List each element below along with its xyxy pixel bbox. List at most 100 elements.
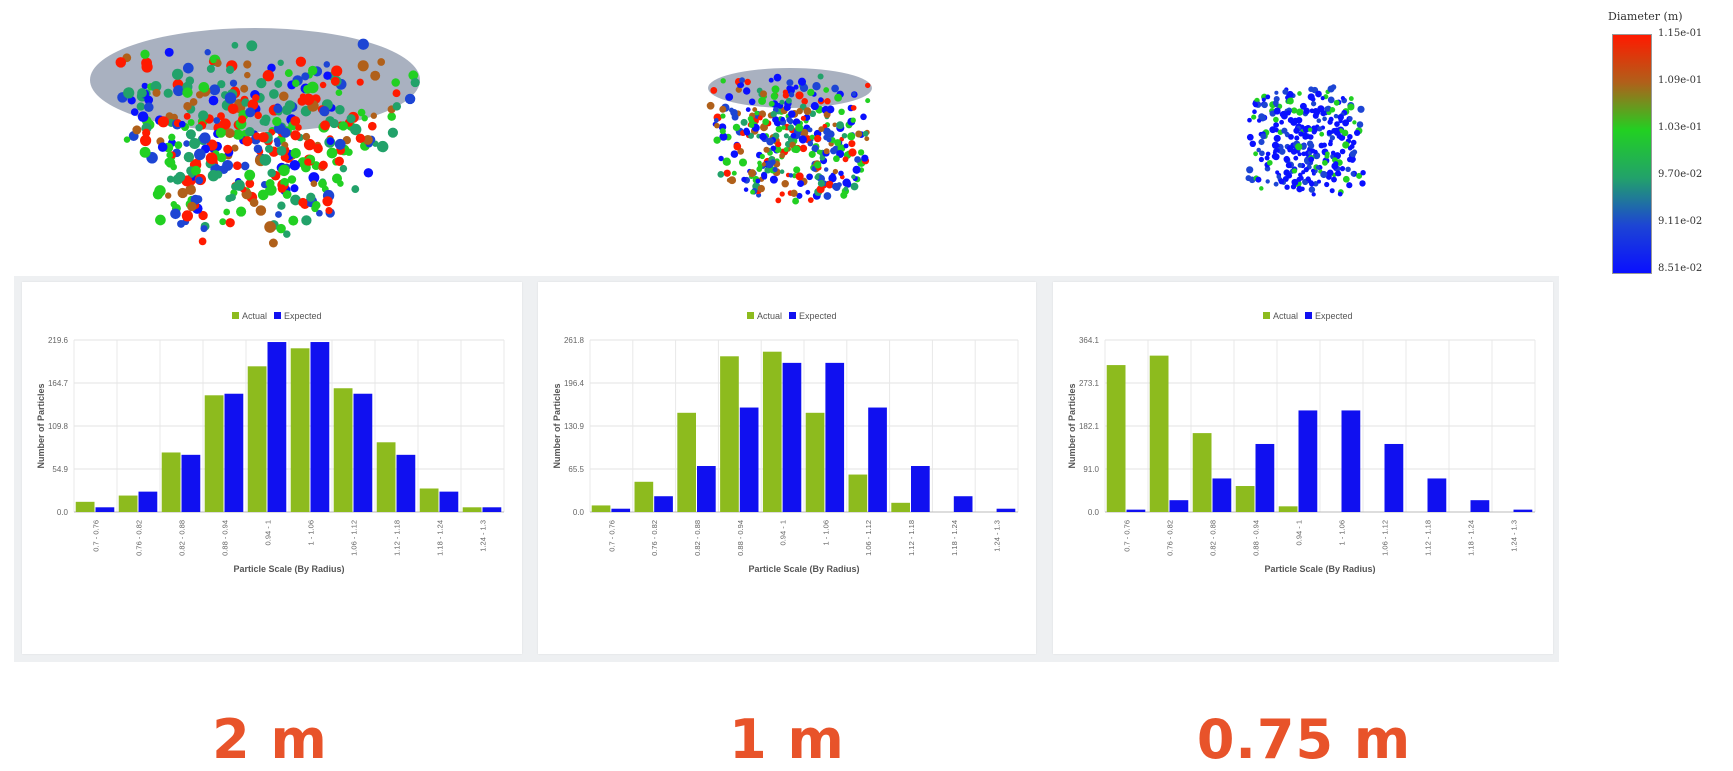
bar-expected	[611, 508, 631, 512]
particle	[1356, 172, 1363, 179]
particle	[1317, 126, 1323, 132]
particle	[818, 126, 825, 133]
particle	[1315, 90, 1322, 98]
particle	[771, 85, 780, 94]
particle-cloud	[1245, 84, 1366, 197]
particle	[189, 137, 201, 150]
particle	[319, 105, 330, 117]
particle	[818, 97, 824, 103]
particle	[187, 201, 197, 212]
particle	[1310, 168, 1316, 173]
particle	[807, 197, 814, 203]
particle	[788, 110, 796, 118]
particle	[1318, 142, 1325, 149]
particle	[357, 60, 369, 72]
particle	[800, 115, 807, 121]
particle	[181, 210, 193, 222]
particle	[1340, 96, 1345, 101]
particle	[741, 176, 747, 183]
particle	[719, 132, 728, 141]
particle	[185, 184, 196, 195]
x-tick-label: 1.24 - 1.3	[479, 520, 488, 552]
particle	[198, 210, 208, 221]
particle	[759, 132, 767, 141]
y-tick-label: 65.5	[568, 465, 584, 474]
bar-actual	[591, 505, 611, 512]
x-tick-label: 1.12 - 1.18	[393, 520, 402, 556]
particle	[253, 132, 261, 140]
particle	[157, 116, 170, 128]
particle	[1301, 170, 1306, 175]
particle	[231, 41, 239, 49]
particle	[290, 194, 301, 206]
particle	[1281, 127, 1288, 134]
particle	[195, 123, 203, 132]
x-tick-label: 0.82 - 0.88	[693, 520, 702, 556]
scale-label-1m: 1 m	[729, 708, 845, 771]
particle	[796, 107, 803, 115]
particle	[726, 177, 732, 183]
particle	[1324, 181, 1330, 188]
bar-actual	[1149, 355, 1169, 512]
particle	[772, 167, 778, 173]
particle	[323, 71, 332, 80]
particle	[786, 116, 793, 123]
x-tick-label: 1.24 - 1.3	[1510, 520, 1519, 552]
particle	[295, 56, 307, 67]
particle	[718, 155, 724, 162]
particle-cloud	[706, 68, 872, 205]
particle	[1307, 127, 1313, 132]
particle	[182, 62, 194, 74]
particle	[1347, 145, 1353, 151]
particle	[205, 152, 218, 165]
particle	[773, 73, 782, 82]
bar-expected	[267, 342, 287, 512]
particle	[1307, 93, 1315, 101]
particle	[255, 205, 267, 216]
particle	[834, 139, 842, 147]
particle	[1348, 96, 1354, 102]
particle	[761, 162, 767, 167]
particle	[1265, 94, 1271, 100]
particle	[779, 169, 785, 174]
particle	[779, 191, 785, 197]
particle	[144, 95, 154, 105]
particle	[1308, 156, 1315, 163]
particle	[733, 142, 742, 151]
legend-label-expected: Expected	[284, 311, 322, 321]
particle	[759, 153, 765, 160]
bar-expected	[1427, 478, 1447, 512]
particle	[783, 147, 789, 152]
particle	[860, 113, 867, 121]
particle	[312, 200, 321, 210]
legend-swatch-expected	[789, 312, 796, 319]
bar-expected	[1126, 509, 1146, 512]
particle	[717, 171, 725, 178]
particle	[227, 103, 239, 115]
colorbar-title: Diameter (m)	[1608, 10, 1683, 23]
particle	[826, 137, 832, 143]
particle	[219, 218, 227, 226]
particle	[1328, 116, 1334, 122]
y-tick-label: 164.7	[48, 379, 69, 388]
particle	[1280, 110, 1288, 119]
particle	[760, 90, 767, 98]
particle	[841, 132, 848, 139]
particle	[173, 85, 185, 97]
x-tick-label: 0.88 - 0.94	[221, 520, 230, 556]
x-tick-label: 1.24 - 1.3	[993, 520, 1002, 552]
bar-expected	[654, 496, 673, 512]
particle	[1356, 121, 1364, 128]
particle	[826, 105, 835, 114]
particle	[183, 140, 190, 147]
x-tick-label: 1 - 1.06	[1338, 520, 1347, 545]
chart-legend: Actual Expected	[1263, 311, 1353, 321]
particle	[275, 211, 282, 218]
particle	[277, 184, 287, 193]
particle	[1296, 108, 1304, 116]
particle	[806, 173, 813, 181]
particle	[265, 144, 274, 153]
particle	[338, 121, 348, 131]
particle	[807, 88, 815, 97]
particle	[731, 113, 739, 121]
